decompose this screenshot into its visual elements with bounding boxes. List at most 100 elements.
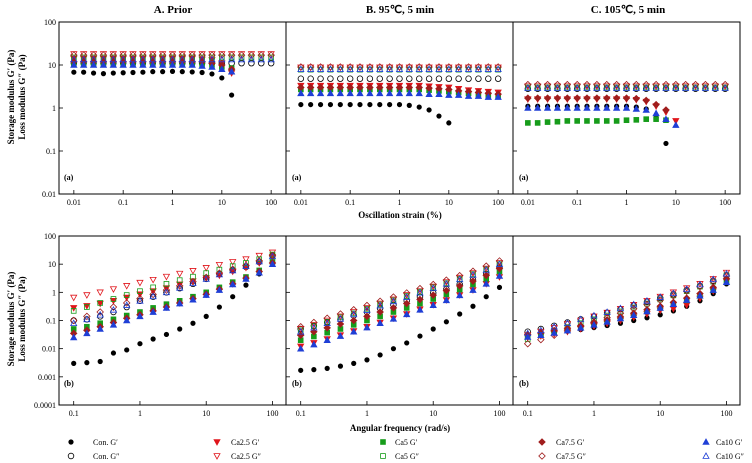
data-point	[456, 275, 464, 283]
data-point	[524, 333, 532, 340]
data-point	[395, 63, 404, 71]
data-point	[129, 55, 137, 63]
data-point	[190, 320, 196, 326]
x-tick-label: 0.1	[69, 409, 79, 418]
data-point	[96, 313, 104, 320]
data-point	[474, 63, 483, 71]
data-point	[306, 63, 315, 71]
data-point	[662, 80, 670, 89]
data-point	[227, 51, 236, 59]
data-point	[357, 101, 363, 108]
data-point	[524, 94, 532, 102]
data-point	[178, 55, 186, 63]
data-point	[533, 94, 542, 102]
data-point	[389, 293, 398, 301]
data-point	[454, 64, 463, 72]
data-point	[268, 249, 277, 257]
data-point	[89, 61, 98, 68]
legend-symbol	[702, 452, 710, 459]
data-point	[129, 51, 137, 59]
data-point	[416, 295, 424, 304]
data-point	[350, 310, 358, 318]
data-point	[386, 75, 393, 82]
data-point	[543, 80, 552, 89]
data-point	[385, 64, 394, 72]
series-ca10-g-	[297, 260, 504, 335]
data-point	[168, 55, 177, 63]
data-point	[140, 69, 146, 75]
data-point	[543, 104, 552, 111]
data-point	[643, 307, 651, 315]
y-tick-label: 1	[52, 104, 56, 113]
data-point	[158, 61, 167, 68]
series-ca7-5-g-	[524, 94, 670, 114]
data-point	[136, 279, 144, 287]
data-point	[216, 304, 222, 310]
data-point	[337, 101, 343, 108]
legend-label: Ca7.5 G′	[556, 438, 585, 447]
data-point	[162, 304, 171, 311]
data-point	[176, 283, 184, 291]
data-point	[436, 113, 442, 119]
x-tick-label: 10	[672, 198, 680, 207]
panel-a-strain-frame	[58, 21, 287, 195]
data-point	[550, 329, 558, 336]
data-point	[616, 314, 625, 322]
x-axis-title-frequency: Angular frequency (rad/s)	[350, 423, 450, 433]
data-point	[403, 310, 411, 318]
data-point	[158, 55, 167, 63]
data-point	[470, 303, 476, 309]
data-point	[563, 80, 572, 89]
data-point	[199, 69, 205, 76]
data-point	[311, 367, 317, 373]
legend-entry: Ca2.5 G″	[213, 452, 261, 461]
data-point	[336, 63, 345, 71]
data-point	[573, 80, 581, 89]
series-ca10-g-	[524, 84, 729, 91]
data-point	[366, 64, 374, 72]
legend-marker	[380, 453, 386, 459]
y-tick-label: 100	[44, 18, 56, 27]
data-point	[297, 327, 305, 335]
data-point	[327, 101, 334, 108]
data-point	[208, 51, 216, 59]
data-point	[310, 323, 318, 331]
data-point	[323, 336, 331, 343]
data-point	[672, 80, 680, 89]
data-point	[307, 66, 314, 73]
data-point	[395, 89, 404, 97]
data-point	[96, 310, 104, 318]
legend-symbol	[538, 438, 546, 446]
data-point	[248, 60, 255, 67]
data-point	[248, 54, 255, 61]
data-point	[176, 270, 184, 278]
data-point	[109, 55, 117, 63]
panel-label-a-strain: (a)	[64, 173, 74, 182]
data-point	[160, 69, 166, 75]
x-tick-label: 10	[429, 409, 437, 418]
data-point	[583, 80, 591, 89]
data-point	[215, 261, 224, 269]
data-point	[376, 89, 384, 97]
data-point	[136, 294, 144, 303]
data-point	[630, 300, 638, 308]
series-ca5-g-	[70, 259, 276, 332]
data-point	[415, 64, 423, 72]
data-point	[416, 288, 424, 296]
data-point	[429, 301, 437, 308]
series-ca5-g-	[525, 116, 669, 126]
data-point	[389, 314, 398, 322]
x-tick-label: 1	[625, 198, 629, 207]
data-point	[416, 305, 424, 313]
data-point	[70, 319, 78, 327]
data-point	[403, 293, 411, 300]
panel-a-strain-plot: 0.01 0.1 1 10 100 0.01 0.1 1 10 100	[42, 18, 277, 207]
data-point	[297, 326, 305, 333]
data-point	[455, 75, 462, 82]
data-point	[469, 286, 477, 293]
data-point	[683, 296, 691, 303]
data-point	[336, 332, 345, 339]
data-point	[238, 60, 245, 67]
data-point	[593, 94, 601, 102]
